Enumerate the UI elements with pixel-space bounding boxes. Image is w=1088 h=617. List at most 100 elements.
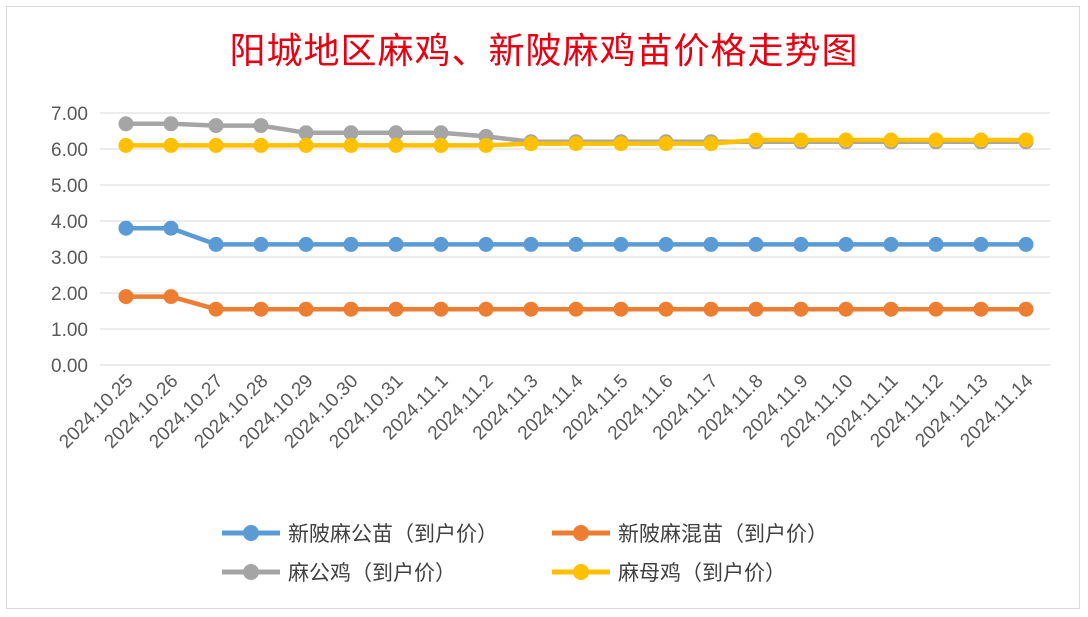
data-point: [838, 236, 854, 252]
legend-label: 新陂麻公苗（到户价）: [288, 522, 498, 546]
y-tick-label: 0.00: [51, 356, 88, 377]
y-tick-label: 7.00: [51, 104, 88, 125]
data-point: [568, 236, 584, 252]
legend-label: 新陂麻混苗（到户价）: [618, 522, 828, 546]
legend-swatch-marker: [243, 525, 259, 541]
data-point: [523, 136, 539, 152]
legend: 新陂麻公苗（到户价） 新陂麻混苗（到户价） 麻公鸡（到户价） 麻母鸡（到户价）: [222, 522, 828, 585]
data-point: [568, 136, 584, 152]
data-point: [343, 301, 359, 317]
data-point: [343, 125, 359, 141]
data-point: [973, 132, 989, 148]
data-point: [163, 220, 179, 236]
data-point: [703, 301, 719, 317]
data-point: [253, 118, 269, 134]
y-tick-label: 1.00: [51, 320, 88, 341]
y-tick-label: 5.00: [51, 176, 88, 197]
data-point: [163, 289, 179, 305]
data-point: [433, 125, 449, 141]
data-point: [838, 132, 854, 148]
data-point: [928, 236, 944, 252]
data-point: [208, 137, 224, 153]
data-point: [163, 137, 179, 153]
data-point: [208, 118, 224, 134]
data-point: [883, 236, 899, 252]
y-tick-label: 2.00: [51, 284, 88, 305]
data-point: [703, 236, 719, 252]
data-point: [973, 236, 989, 252]
data-point: [973, 301, 989, 317]
legend-item: 新陂麻混苗（到户价）: [552, 522, 828, 546]
legend-swatch-marker: [573, 525, 589, 541]
data-point: [298, 301, 314, 317]
data-point: [208, 301, 224, 317]
data-point: [433, 137, 449, 153]
data-point: [118, 137, 134, 153]
data-point: [478, 137, 494, 153]
y-tick-label: 4.00: [51, 212, 88, 233]
data-point: [613, 136, 629, 152]
data-point: [163, 116, 179, 132]
data-point: [928, 301, 944, 317]
data-point: [793, 301, 809, 317]
data-point: [253, 137, 269, 153]
data-point: [208, 236, 224, 252]
legend-label: 麻公鸡（到户价）: [288, 561, 456, 585]
data-point: [253, 236, 269, 252]
data-point: [343, 236, 359, 252]
data-point: [1018, 301, 1034, 317]
series-0: [118, 220, 1034, 252]
legend-swatch-marker: [573, 564, 589, 580]
data-point: [703, 136, 719, 152]
data-point: [1018, 132, 1034, 148]
data-point: [478, 236, 494, 252]
data-point: [298, 236, 314, 252]
data-point: [433, 236, 449, 252]
data-point: [568, 301, 584, 317]
data-point: [298, 137, 314, 153]
legend-item: 麻公鸡（到户价）: [222, 561, 456, 585]
data-point: [658, 136, 674, 152]
data-point: [118, 116, 134, 132]
y-tick-label: 6.00: [51, 140, 88, 161]
legend-item: 麻母鸡（到户价）: [552, 561, 786, 585]
data-point: [613, 236, 629, 252]
data-point: [118, 289, 134, 305]
data-point: [343, 137, 359, 153]
data-point: [523, 236, 539, 252]
data-point: [253, 301, 269, 317]
data-point: [838, 301, 854, 317]
x-axis-tick-labels: 2024.10.252024.10.262024.10.272024.10.28…: [55, 370, 1037, 452]
data-point: [298, 125, 314, 141]
data-point: [118, 220, 134, 236]
data-point: [748, 301, 764, 317]
legend-swatch-marker: [243, 564, 259, 580]
data-point: [883, 132, 899, 148]
data-point: [748, 236, 764, 252]
legend-item: 新陂麻公苗（到户价）: [222, 522, 498, 546]
data-point: [793, 132, 809, 148]
series-3: [118, 132, 1034, 153]
data-point: [793, 236, 809, 252]
data-point: [658, 301, 674, 317]
data-point: [478, 301, 494, 317]
y-tick-label: 3.00: [51, 248, 88, 269]
data-point: [928, 132, 944, 148]
data-point: [388, 236, 404, 252]
data-point: [613, 301, 629, 317]
data-point: [748, 132, 764, 148]
data-point: [883, 301, 899, 317]
data-point: [388, 301, 404, 317]
legend-label: 麻母鸡（到户价）: [618, 561, 786, 585]
data-point: [1018, 236, 1034, 252]
y-axis-tick-labels: 0.00 1.00 2.00 3.00 4.00 5.00 6.00 7.00: [51, 104, 88, 377]
series-1: [118, 289, 1034, 317]
series-lines: [118, 116, 1034, 317]
data-point: [388, 137, 404, 153]
data-point: [433, 301, 449, 317]
data-point: [658, 236, 674, 252]
data-point: [388, 125, 404, 141]
data-point: [523, 301, 539, 317]
chart-title: 阳城地区麻鸡、新陂麻鸡苗价格走势图: [229, 31, 859, 72]
